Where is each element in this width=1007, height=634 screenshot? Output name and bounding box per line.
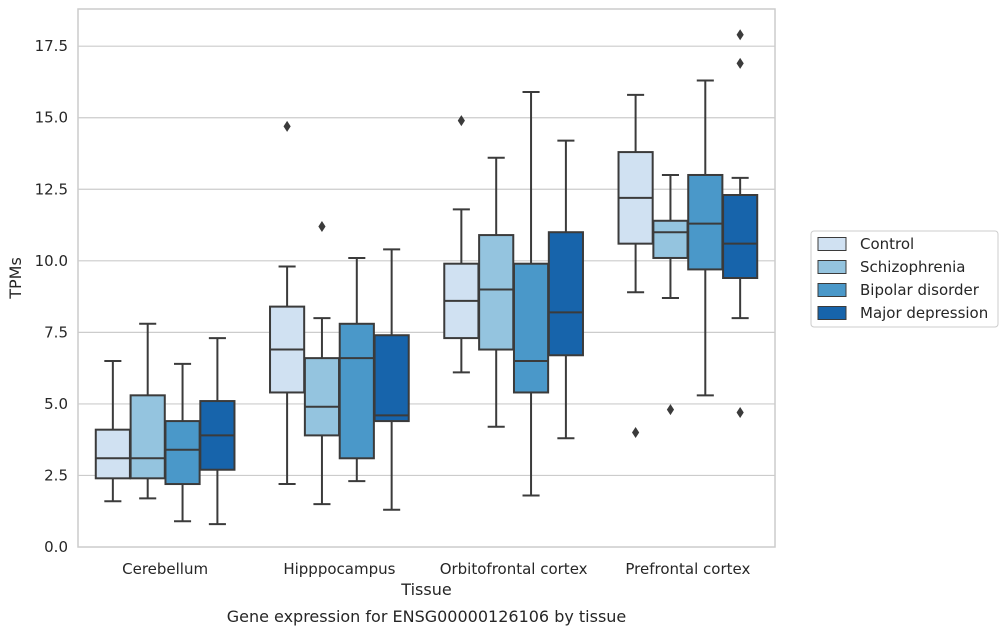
legend-label: Control	[860, 235, 914, 253]
x-tick-label: Hipppocampus	[283, 560, 395, 578]
box	[303, 357, 341, 437]
y-axis-label: TPMs	[6, 257, 25, 300]
legend-swatch	[817, 260, 847, 274]
legend-label: Schizophrenia	[860, 258, 965, 276]
legend-items: Control Schizophrenia Bipolar disorder Majo…	[817, 235, 988, 322]
legend-frame	[810, 230, 999, 328]
box-group	[303, 220, 341, 506]
legend-label: Major depression	[860, 304, 988, 322]
x-tick-label: Prefrontal cortex	[625, 560, 750, 578]
y-tick-label: 7.5	[44, 323, 68, 341]
x-tick-labels: Cerebellum Hipppocampus Orbitofrontal cort…	[122, 560, 750, 578]
box-group	[269, 120, 306, 486]
y-tick-label: 0.0	[44, 538, 68, 556]
box-group	[373, 248, 410, 511]
y-tick-label: 2.5	[44, 466, 68, 484]
box-group	[199, 337, 236, 526]
y-tick-label: 15.0	[35, 109, 68, 127]
gridlines	[78, 45, 775, 477]
x-tick-label: Orbitofrontal cortex	[440, 560, 588, 578]
y-tick-label: 10.0	[35, 252, 68, 270]
boxes-layer	[94, 29, 759, 526]
legend-swatch	[817, 283, 847, 297]
box-group	[94, 359, 131, 503]
plot-frame	[77, 8, 776, 548]
outlier-point	[632, 427, 640, 439]
box-group	[617, 93, 654, 439]
box-group	[164, 362, 201, 523]
box-group	[547, 139, 584, 440]
box-group	[722, 29, 759, 418]
x-tick-label: Cerebellum	[122, 560, 208, 578]
box	[338, 322, 375, 460]
box	[652, 219, 689, 259]
box-group	[129, 322, 166, 500]
box	[478, 234, 515, 351]
chart-caption: Gene expression for ENSG00000126106 by t…	[227, 607, 627, 626]
y-tick-labels: 0.0 2.5 5.0 7.5 10.0 12.5 15.0 17.5	[35, 37, 68, 556]
box	[722, 194, 759, 279]
legend: Control Schizophrenia Bipolar disorder Majo…	[810, 230, 999, 328]
x-axis-label: Tissue	[400, 580, 451, 599]
box-group	[443, 115, 480, 374]
outlier-point	[457, 115, 465, 127]
box-group	[478, 156, 515, 428]
outlier-point	[283, 120, 291, 132]
box	[164, 420, 201, 486]
box-group	[687, 79, 724, 397]
box	[547, 231, 584, 357]
y-tick-label: 5.0	[44, 395, 68, 413]
legend-swatch	[817, 306, 847, 320]
box	[687, 173, 724, 271]
box	[512, 262, 550, 394]
box	[94, 428, 131, 480]
legend-swatch	[817, 237, 847, 251]
outlier-point	[666, 404, 675, 416]
y-tick-label: 17.5	[35, 37, 68, 55]
outlier-point	[736, 57, 744, 69]
box	[373, 334, 410, 423]
outlier-point	[736, 407, 744, 418]
outlier-point	[736, 29, 744, 41]
box	[129, 394, 166, 480]
legend-label: Bipolar disorder	[860, 281, 980, 299]
box-group	[512, 90, 550, 497]
y-tick-label: 12.5	[35, 180, 68, 198]
box-group	[652, 173, 689, 416]
outlier-point	[318, 220, 326, 232]
box-group	[338, 256, 375, 483]
